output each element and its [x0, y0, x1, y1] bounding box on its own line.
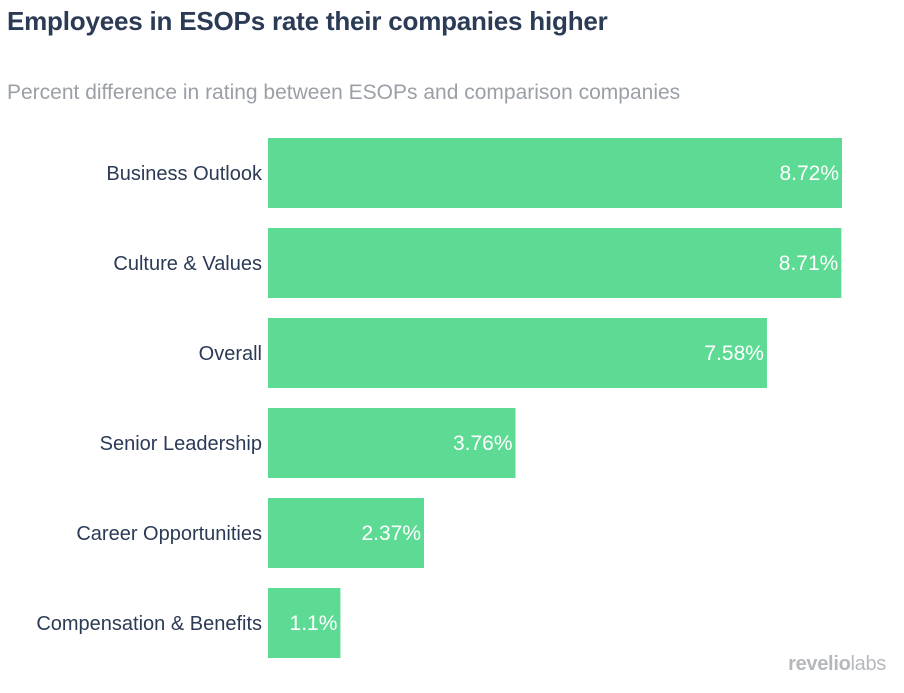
bar: [268, 498, 425, 568]
category-label: Business Outlook: [106, 163, 263, 185]
chart-subtitle: Percent difference in rating between ESO…: [7, 81, 681, 104]
bar: [268, 138, 842, 208]
chart-title: Employees in ESOPs rate their companies …: [7, 6, 608, 36]
logo-word-labs: labs: [850, 653, 887, 675]
bar-group: Overall 7.58%: [199, 318, 767, 388]
category-label: Overall: [199, 343, 262, 365]
revelio-labs-logo: reveliolabs: [788, 653, 886, 676]
bar-group: Career Opportunities 2.37%: [76, 498, 425, 568]
bar-value-label: 7.58%: [704, 342, 764, 365]
category-label: Career Opportunities: [76, 523, 262, 545]
bar-value-label: 3.76%: [453, 432, 513, 455]
bar-value-label: 8.72%: [779, 162, 839, 185]
bar: [268, 228, 842, 298]
bar-group: Senior Leadership 3.76%: [100, 408, 516, 478]
bar-value-label: 1.1%: [290, 612, 338, 635]
logo-word-revelio: revelio: [788, 653, 851, 675]
bar: [268, 588, 341, 658]
bar-group: Business Outlook 8.72%: [106, 138, 842, 208]
bar-group: Compensation & Benefits 1.1%: [36, 588, 341, 658]
category-label: Culture & Values: [113, 253, 262, 275]
bar: [268, 408, 516, 478]
category-label: Compensation & Benefits: [36, 613, 262, 635]
bar-group: Culture & Values 8.71%: [113, 228, 842, 298]
bar: [268, 318, 767, 388]
bar-value-label: 8.71%: [779, 252, 839, 275]
bar-value-label: 2.37%: [361, 522, 421, 545]
category-label: Senior Leadership: [100, 433, 262, 455]
